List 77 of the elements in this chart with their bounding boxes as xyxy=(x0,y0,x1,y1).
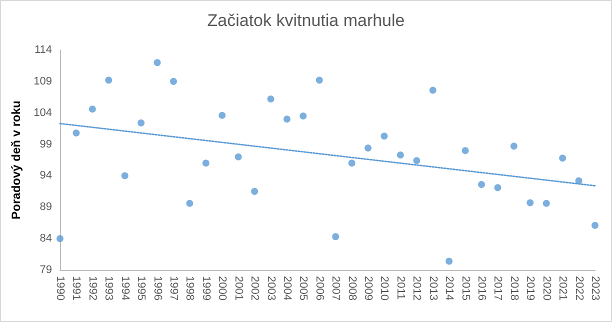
x-tick-label: 2012 xyxy=(410,276,423,300)
x-tick-label: 2014 xyxy=(443,276,456,300)
point xyxy=(300,112,307,120)
y-tick-label: 104 xyxy=(34,106,52,119)
point xyxy=(446,258,453,265)
x-tick-label: 2021 xyxy=(556,276,569,300)
y-tick-label: 84 xyxy=(40,232,52,245)
x-tick-label: 2000 xyxy=(216,276,228,300)
point xyxy=(202,160,210,167)
point xyxy=(592,222,598,229)
point xyxy=(462,147,469,154)
y-tick-label: 99 xyxy=(40,138,52,150)
x-tick-label: 1998 xyxy=(184,276,196,300)
point xyxy=(251,188,258,195)
x-tick-label: 1997 xyxy=(167,276,180,300)
x-tick-label: 2020 xyxy=(540,276,552,300)
x-tick-label: 2002 xyxy=(248,276,261,300)
x-tick-label: 2005 xyxy=(297,276,310,300)
x-tick-label: 2018 xyxy=(508,276,520,300)
point xyxy=(364,144,372,152)
point xyxy=(332,233,340,240)
x-tick-label: 2011 xyxy=(394,276,406,300)
point xyxy=(267,96,274,103)
y-tick-label: 114 xyxy=(34,44,52,56)
x-tick-label: 2019 xyxy=(524,276,536,300)
y-tick-label: 109 xyxy=(34,75,52,88)
point xyxy=(72,129,80,136)
x-tick-label: 2004 xyxy=(280,276,293,300)
point xyxy=(234,153,242,160)
x-tick-label: 2009 xyxy=(362,276,374,300)
x-tick-label: 2001 xyxy=(232,276,244,300)
x-tick-label: 1996 xyxy=(151,276,164,300)
point xyxy=(380,132,388,140)
x-tick-label: 1999 xyxy=(200,276,212,300)
point xyxy=(494,184,502,192)
point xyxy=(559,154,566,162)
x-tick-label: 2013 xyxy=(426,276,439,300)
point xyxy=(105,76,112,84)
x-tick-label: 1991 xyxy=(70,276,82,300)
x-tick-label: 2015 xyxy=(459,276,472,300)
y-tick-label: 79 xyxy=(40,264,52,276)
point xyxy=(478,181,486,188)
point xyxy=(348,160,356,167)
y-axis-title: Poradový deň v roku xyxy=(9,100,23,220)
x-tick-label: 2006 xyxy=(313,276,326,300)
point xyxy=(154,59,161,66)
point xyxy=(510,142,518,150)
x-tick-label: 1990 xyxy=(54,276,66,300)
point xyxy=(526,199,534,206)
x-tick-label: 1994 xyxy=(118,276,131,300)
point xyxy=(316,76,323,84)
point xyxy=(88,106,96,113)
x-tick-label: 1993 xyxy=(102,276,115,300)
x-tick-label: 2010 xyxy=(378,276,390,300)
x-tick-label: 2017 xyxy=(492,276,504,300)
y-tick-label: 94 xyxy=(40,170,52,182)
x-tick-label: 2022 xyxy=(572,276,585,300)
point xyxy=(138,119,145,126)
point xyxy=(56,235,64,242)
point xyxy=(283,116,290,123)
point xyxy=(429,86,436,94)
point xyxy=(218,112,226,119)
x-tick-label: 2016 xyxy=(476,276,488,300)
x-tick-label: 1995 xyxy=(135,276,148,300)
x-tick-label: 2007 xyxy=(330,276,342,300)
point xyxy=(396,151,404,158)
x-tick-label: 2023 xyxy=(589,276,601,300)
point xyxy=(170,78,177,85)
point xyxy=(186,200,194,207)
x-tick-label: 2008 xyxy=(346,276,358,300)
y-tick-label: 89 xyxy=(40,201,52,214)
x-tick-label: 2003 xyxy=(264,276,277,300)
chart-title: Začiatok kvitnutia marhule xyxy=(207,11,405,30)
x-tick-label: 1992 xyxy=(86,276,98,300)
point xyxy=(121,172,128,180)
point xyxy=(542,200,550,207)
point xyxy=(413,157,420,164)
